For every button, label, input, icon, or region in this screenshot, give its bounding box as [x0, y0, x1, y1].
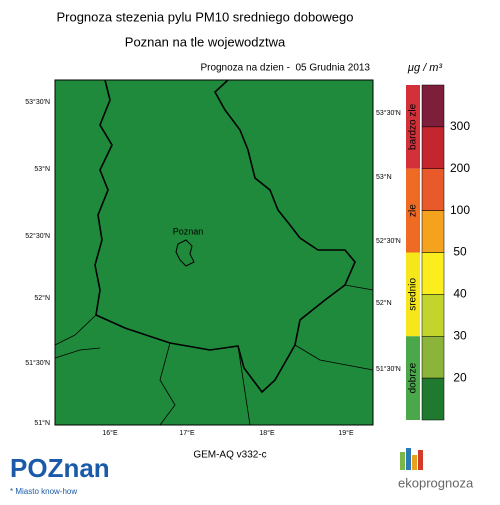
threshold-label: 50	[453, 245, 467, 259]
subtitle: Poznan na tle wojewodztwa	[125, 34, 286, 49]
map-area	[54, 79, 374, 426]
logo-left: POZnan	[10, 453, 110, 483]
category-band	[406, 336, 420, 420]
logo-tagline: * Miasto know-how	[10, 487, 77, 496]
color-band	[421, 84, 445, 128]
lat-label: 53°N	[34, 165, 50, 173]
color-band	[421, 168, 445, 211]
threshold-label: 20	[453, 370, 467, 384]
lon-label: 19°E	[338, 429, 354, 437]
title: Prognoza stezenia pylu PM10 sredniego do…	[56, 9, 353, 24]
city-label: Poznan	[173, 226, 204, 236]
voivodeship-border	[94, 79, 356, 394]
lat-label: 51°30'N	[25, 359, 50, 367]
lon-label: 18°E	[259, 429, 275, 437]
eko-icon	[400, 448, 423, 470]
borders	[54, 79, 374, 426]
color-band	[421, 210, 445, 253]
category-band	[406, 85, 420, 169]
category-label: dobrze	[408, 362, 419, 393]
lat-label: 52°30'N	[25, 232, 50, 240]
lat-label: 52°30'N	[376, 237, 401, 245]
color-band	[421, 377, 445, 421]
model: GEM-AQ v332-c	[193, 450, 266, 461]
category-band	[406, 252, 420, 337]
color-band	[421, 252, 445, 295]
color-band	[421, 336, 445, 379]
forecast-date: Prognoza na dzien - 05 Grudnia 2013	[200, 63, 370, 74]
category-band	[406, 168, 420, 253]
lat-label: 53°30'N	[25, 98, 50, 106]
lon-label: 16°E	[102, 429, 118, 437]
logo-right: ekoprognoza	[398, 475, 474, 490]
lat-label: 51°30'N	[376, 365, 401, 373]
lat-label: 51°N	[34, 419, 50, 427]
lat-label: 53°30'N	[376, 109, 401, 117]
threshold-label: 200	[450, 161, 470, 175]
threshold-label: 100	[450, 203, 470, 217]
threshold-label: 40	[453, 287, 467, 301]
other-borders	[54, 284, 374, 426]
threshold-label: 30	[453, 328, 467, 342]
threshold-label: 300	[450, 119, 470, 133]
lat-label: 52°N	[34, 294, 50, 302]
category-label: bardzo zle	[408, 103, 419, 150]
color-band	[421, 294, 445, 337]
color-band	[421, 126, 445, 169]
lon-label: 17°E	[179, 429, 195, 437]
lat-label: 53°N	[376, 173, 392, 181]
lat-label: 52°N	[376, 299, 392, 307]
unit: μg / m³	[407, 62, 442, 74]
category-label: srednio	[408, 278, 419, 311]
city-border	[175, 239, 195, 267]
category-label: zle	[408, 204, 419, 217]
